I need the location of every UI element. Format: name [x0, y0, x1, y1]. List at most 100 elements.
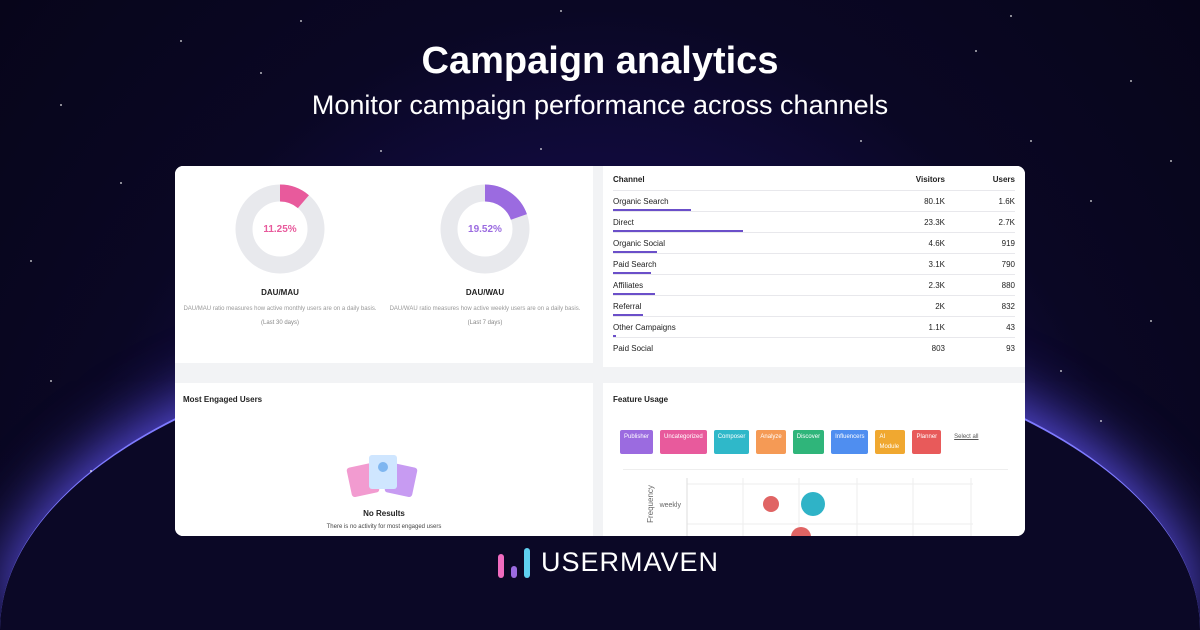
visitors-bar	[613, 293, 655, 295]
channel-visitors: 1.1K	[839, 316, 945, 338]
star	[30, 260, 32, 262]
visitors-bar	[613, 314, 643, 316]
star	[120, 182, 122, 184]
ratio-label: DAU/MAU DAU/MAU ratio measures how activ…	[180, 288, 380, 326]
select-all-link[interactable]: Select all	[954, 434, 979, 440]
channels-table: Channel Visitors Users Organic Search 80…	[613, 166, 1015, 358]
channel-users: 43	[945, 316, 1015, 338]
channel-name: Organic Social	[613, 232, 840, 254]
visitors-bar	[613, 335, 616, 337]
feature-chip[interactable]: Planner	[912, 430, 942, 454]
ratio-arc	[235, 184, 325, 274]
channel-name: Affiliates	[613, 274, 840, 296]
y-axis-label: Frequency	[646, 485, 655, 523]
ratio-title: DAU/WAU	[465, 288, 505, 297]
star	[540, 148, 542, 150]
visitors-bar	[613, 230, 743, 232]
ratio-arc	[440, 184, 530, 274]
channel-users: 832	[945, 295, 1015, 317]
bubble	[763, 496, 779, 512]
channel-row[interactable]: Referral 2K 832	[613, 295, 1015, 317]
channel-visitors: 803	[839, 337, 945, 358]
star	[380, 150, 382, 152]
channel-users: 1.6K	[945, 190, 1015, 212]
channel-row[interactable]: Paid Social 803 93	[613, 337, 1015, 358]
star	[50, 380, 52, 382]
star	[1090, 200, 1092, 202]
channel-row[interactable]: Paid Search 3.1K 790	[613, 253, 1015, 275]
star	[1170, 160, 1172, 162]
feature-chip[interactable]: Influencers	[831, 430, 869, 454]
col-visitors: Visitors	[915, 175, 945, 184]
usermaven-logo: USERMAVEN	[497, 547, 719, 578]
channel-row[interactable]: Other Campaigns 1.1K 43	[613, 316, 1015, 338]
hero-subtitle: Monitor campaign performance across chan…	[311, 90, 889, 120]
star	[975, 50, 977, 52]
ratio-range: (Last 30 days)	[260, 320, 300, 326]
channel-name: Referral	[613, 295, 840, 317]
channel-users: 790	[945, 253, 1015, 275]
channel-users: 880	[945, 274, 1015, 296]
ratio-label: DAU/WAU DAU/WAU ratio measures how activ…	[385, 288, 585, 326]
engaged-users-card: Most Engaged Users No Results There is n…	[175, 383, 593, 536]
empty-text: There is no activity for most engaged us…	[326, 524, 442, 530]
ratio-card: 11.25% DAU/MAU DAU/MAU ratio measures ho…	[175, 166, 593, 363]
star	[560, 10, 562, 12]
feature-chip[interactable]: AI Module	[875, 430, 906, 454]
star	[260, 72, 262, 74]
star	[60, 104, 62, 106]
star	[90, 470, 92, 472]
channel-name: Other Campaigns	[613, 316, 840, 338]
star	[180, 40, 182, 42]
visitors-bar	[613, 251, 657, 253]
feature-chip[interactable]: Composer	[713, 430, 750, 454]
logo-mark-icon	[498, 547, 530, 578]
channel-row[interactable]: Direct 23.3K 2.7K	[613, 211, 1015, 233]
star	[1030, 140, 1032, 142]
channel-name: Paid Search	[613, 253, 840, 275]
feature-bubble-chart: weekly Frequency	[646, 478, 973, 536]
channel-users: 919	[945, 232, 1015, 254]
dashboard-panel: 11.25% DAU/MAU DAU/MAU ratio measures ho…	[175, 166, 1025, 536]
feature-chip[interactable]: Analyze	[756, 430, 786, 454]
channel-row[interactable]: Organic Search 80.1K 1.6K	[613, 190, 1015, 212]
hero-title: Campaign analytics	[421, 40, 779, 82]
channel-visitors: 2K	[839, 295, 945, 317]
ratio-value: 11.25%	[263, 224, 296, 235]
ratio-description: DAU/WAU ratio measures how active weekly…	[389, 306, 581, 312]
feature-chip[interactable]: Publisher	[620, 430, 654, 454]
star	[860, 140, 862, 142]
star	[1150, 320, 1152, 322]
star	[1060, 370, 1062, 372]
brand-name: USERMAVEN	[541, 547, 720, 577]
ratio-value: 19.52%	[468, 224, 502, 235]
channel-row[interactable]: Affiliates 2.3K 880	[613, 274, 1015, 296]
star	[1100, 420, 1102, 422]
visitors-bar	[613, 209, 691, 211]
ratio-donut: 11.25%	[235, 184, 325, 274]
engaged-title: Most Engaged Users	[183, 395, 263, 404]
feature-usage-card: Feature Usage Publisher Uncategorized Comp…	[603, 383, 1025, 536]
star	[1130, 80, 1132, 82]
channel-users: 2.7K	[945, 211, 1015, 233]
ratio-range: (Last 7 days)	[467, 320, 503, 326]
star	[640, 60, 642, 62]
feature-chip[interactable]: Discover	[792, 430, 825, 454]
channel-name: Direct	[613, 211, 840, 233]
visitors-bar	[613, 272, 651, 274]
y-tick-weekly: weekly	[659, 502, 682, 509]
channel-name: Paid Social	[613, 337, 840, 358]
ratio-donut: 19.52%	[440, 184, 530, 274]
ratio-description: DAU/MAU ratio measures how active monthl…	[183, 306, 377, 312]
feature-title: Feature Usage	[613, 395, 669, 404]
channel-visitors: 23.3K	[839, 211, 945, 233]
channel-visitors: 80.1K	[839, 190, 945, 212]
col-users: Users	[992, 175, 1015, 184]
channel-row[interactable]: Organic Social 4.6K 919	[613, 232, 1015, 254]
channel-users: 93	[945, 337, 1015, 358]
divider	[623, 469, 1008, 470]
feature-chip[interactable]: Uncategorized	[660, 430, 707, 454]
empty-state-illustration	[346, 455, 418, 498]
ratio-title: DAU/MAU	[261, 288, 299, 297]
star	[1010, 15, 1012, 17]
